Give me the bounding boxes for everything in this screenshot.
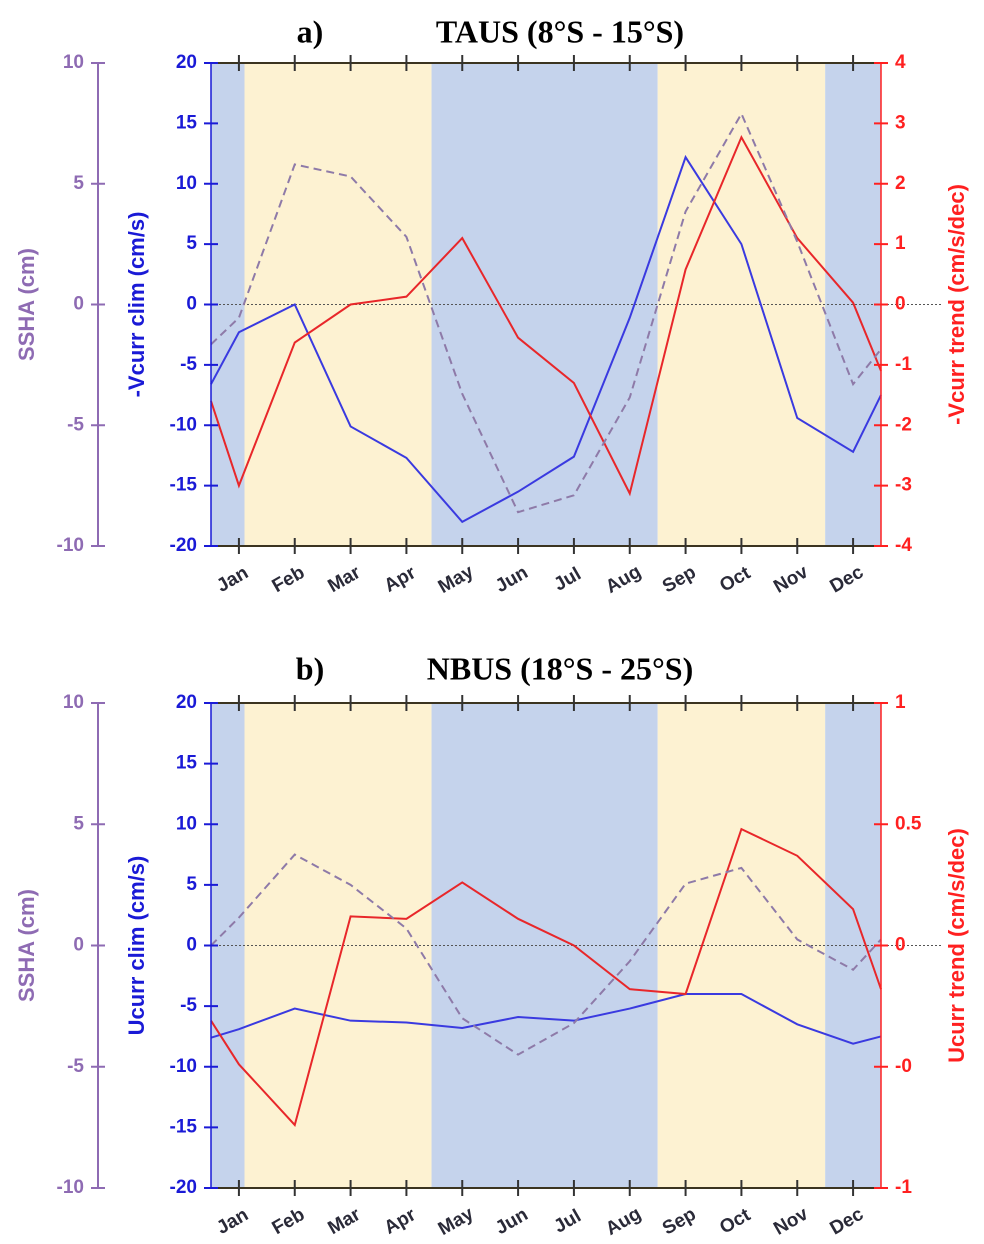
x-tick-label: Mar [324, 562, 364, 597]
y2-tick-label: 1 [895, 233, 906, 254]
y2-tick-label: 3 [895, 112, 906, 133]
data-line [210, 154, 882, 524]
x-tick-label: Oct [716, 1204, 755, 1238]
x-tick-label: Jan [213, 562, 252, 597]
y2-tick-label: 4 [895, 52, 906, 73]
y3-tick-label: 10 [63, 52, 84, 73]
x-tick-label: Sep [659, 1204, 700, 1240]
data-line [210, 111, 882, 514]
y-tick-label: -15 [170, 1116, 198, 1137]
season-shading [657, 63, 826, 546]
y-tick-label: 20 [176, 52, 197, 73]
y-tick-label: -10 [170, 1056, 197, 1077]
x-tick-label: Jun [492, 562, 532, 597]
y3-tick-label: 0 [73, 935, 84, 956]
x-tick-label: Mar [324, 1204, 364, 1239]
y2-tick-label: 0 [895, 935, 906, 956]
y3-tick-label: 5 [73, 173, 84, 194]
y2-tick-label: 1 [895, 692, 906, 713]
y2-tick-label: 2 [895, 173, 906, 194]
x-tick-label: Feb [269, 1204, 309, 1239]
y2-tick-label: -4 [895, 535, 912, 556]
y-tick-label: 20 [176, 692, 197, 713]
y3-tick-label: 10 [63, 692, 84, 713]
y-axis-title: -Vcurr clim (cm/s) [124, 212, 149, 398]
x-tick-label: Nov [770, 1203, 812, 1239]
y2-axis-title: Ucurr trend (cm/s/dec) [944, 828, 969, 1063]
y2-tick-label: -1 [895, 354, 912, 375]
y3-tick-label: 0 [73, 294, 84, 315]
data-line [210, 827, 882, 1127]
y-tick-label: 5 [186, 233, 197, 254]
y2-tick-label: -2 [895, 414, 912, 435]
y3-tick-label: -10 [57, 1177, 84, 1198]
y-axis-title: Ucurr clim (cm/s) [124, 856, 149, 1036]
y-tick-label: -5 [180, 995, 197, 1016]
y-tick-label: 15 [176, 753, 198, 774]
chart-title: NBUS (18°S - 25°S) [427, 650, 694, 686]
y2-tick-label: -0 [895, 1056, 912, 1077]
y-tick-label: -20 [170, 1177, 197, 1198]
x-tick-label: Dec [826, 1204, 867, 1240]
x-tick-label: Dec [826, 562, 867, 598]
x-tick-label: May [435, 561, 478, 598]
y-tick-label: 15 [176, 112, 198, 133]
y-tick-label: -15 [170, 475, 198, 496]
panel-label: b) [296, 650, 324, 686]
y2-axis-title: -Vcurr trend (cm/s/dec) [944, 184, 969, 425]
x-tick-label: Jul [551, 564, 585, 596]
data-line [210, 853, 882, 1056]
x-tick-label: Aug [602, 561, 644, 598]
data-line [210, 993, 882, 1045]
x-tick-label: Oct [716, 562, 755, 596]
chart-title: TAUS (8°S - 15°S) [436, 13, 684, 49]
y3-axis-title: SSHA (cm) [14, 889, 39, 1002]
y3-tick-label: -5 [67, 414, 84, 435]
y-tick-label: 0 [186, 294, 197, 315]
x-tick-label: Jan [213, 1204, 252, 1239]
y-tick-label: -10 [170, 414, 197, 435]
y3-tick-label: -5 [67, 1056, 84, 1077]
y3-axis-title: SSHA (cm) [14, 248, 39, 361]
x-tick-label: May [435, 1203, 478, 1240]
x-tick-label: Nov [770, 561, 812, 597]
y-tick-label: -5 [180, 354, 197, 375]
y2-tick-label: 0 [895, 294, 906, 315]
x-tick-label: Jun [492, 1204, 532, 1239]
y2-tick-label: 0.5 [895, 813, 922, 834]
x-tick-label: Jul [551, 1206, 585, 1238]
y3-tick-label: -10 [57, 535, 84, 556]
season-shading [657, 703, 826, 1188]
y-tick-label: -20 [170, 535, 197, 556]
y3-tick-label: 5 [73, 813, 84, 834]
y-tick-label: 10 [176, 173, 197, 194]
y2-tick-label: -3 [895, 475, 912, 496]
x-tick-label: Apr [381, 1204, 420, 1239]
x-tick-label: Aug [602, 1203, 644, 1240]
y-tick-label: 5 [186, 874, 197, 895]
x-tick-label: Feb [269, 562, 309, 597]
x-tick-label: Sep [659, 562, 700, 598]
y-tick-label: 0 [186, 935, 197, 956]
y-tick-label: 10 [176, 813, 197, 834]
data-line [210, 134, 882, 497]
x-tick-label: Apr [381, 562, 420, 597]
panel-label: a) [297, 13, 324, 49]
y2-tick-label: -1 [895, 1177, 912, 1198]
